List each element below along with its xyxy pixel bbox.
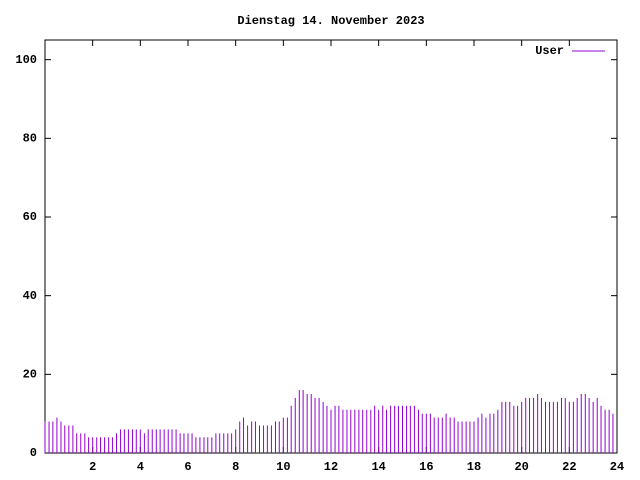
legend-label: User [535,44,564,58]
x-tick-label: 8 [232,460,239,474]
y-tick-label: 40 [23,289,37,303]
x-tick-label: 6 [184,460,191,474]
chart-title: Dienstag 14. November 2023 [237,14,424,28]
x-tick-label: 20 [514,460,528,474]
x-tick-label: 14 [371,460,385,474]
x-tick-label: 12 [324,460,338,474]
plot-frame [44,39,618,454]
x-tick-label: 24 [610,460,624,474]
x-tick-label: 22 [562,460,576,474]
y-tick-label: 60 [23,210,37,224]
y-tick-label: 20 [23,368,37,382]
y-tick-label: 0 [30,446,37,460]
x-tick-label: 10 [276,460,290,474]
x-tick-label: 4 [137,460,144,474]
y-tick-label: 80 [23,132,37,146]
x-tick-label: 16 [419,460,433,474]
y-tick-label: 100 [15,53,37,67]
x-tick-label: 2 [89,460,96,474]
x-tick-label: 18 [467,460,481,474]
